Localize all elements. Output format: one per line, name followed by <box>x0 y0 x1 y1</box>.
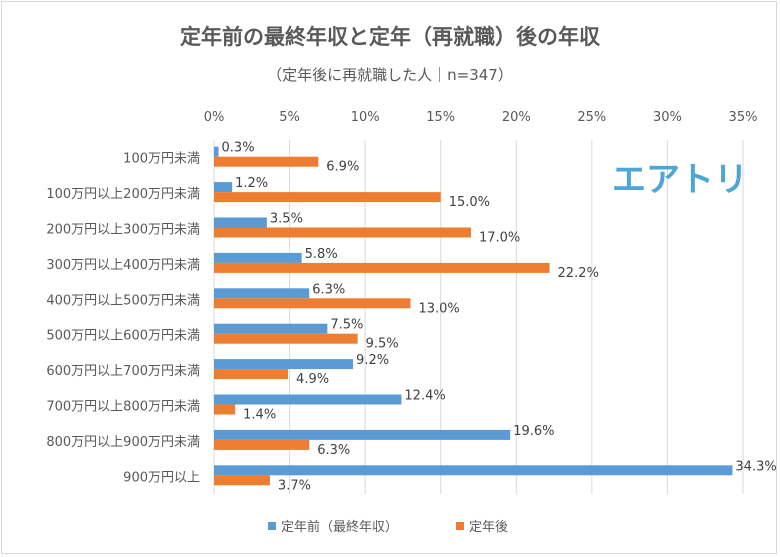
bar-before <box>214 217 267 228</box>
bar-before <box>214 323 328 334</box>
data-label: 22.2% <box>558 266 599 281</box>
bar-before <box>214 146 219 157</box>
category-label: 600万円以上700万円未満 <box>46 364 200 379</box>
category-label: 500万円以上600万円未満 <box>46 329 200 344</box>
category-label: 300万円以上400万円未満 <box>46 258 200 273</box>
bar-before <box>214 429 511 440</box>
legend-swatch <box>268 522 276 530</box>
bar-after <box>214 192 441 203</box>
x-tick-label: 0% <box>204 110 225 125</box>
data-label: 34.3% <box>735 459 776 474</box>
data-label: 6.9% <box>326 160 359 175</box>
x-tick-label: 20% <box>502 110 531 125</box>
bar-after <box>214 404 236 415</box>
data-label: 1.4% <box>243 408 276 423</box>
data-label: 5.8% <box>305 247 338 262</box>
category-label: 100万円以上200万円未満 <box>46 187 200 202</box>
bar-before <box>214 465 733 476</box>
legend-label: 定年前（最終年収） <box>281 519 398 535</box>
data-label: 9.5% <box>366 337 399 352</box>
chart-subtitle: （定年後に再就職した人｜n=347） <box>267 66 513 84</box>
bar-after <box>214 369 289 380</box>
data-label: 9.2% <box>356 353 389 368</box>
bar-before <box>214 252 302 263</box>
data-label: 6.3% <box>317 443 350 458</box>
bar-after <box>214 156 319 167</box>
legend-label: 定年後 <box>469 520 508 535</box>
bar-after <box>214 262 550 273</box>
data-label: 19.6% <box>513 424 554 439</box>
bar-before <box>214 182 233 193</box>
data-label: 3.7% <box>278 478 311 493</box>
x-tick-label: 30% <box>653 110 682 125</box>
x-tick-label: 5% <box>279 110 300 125</box>
bar-before <box>214 288 310 299</box>
data-label: 7.5% <box>330 318 363 333</box>
bar-after <box>214 298 411 309</box>
data-label: 6.3% <box>312 282 345 297</box>
data-label: 17.0% <box>479 231 520 246</box>
chart-title: 定年前の最終年収と定年（再就職）後の年収 <box>180 25 601 49</box>
x-tick-label: 15% <box>426 110 455 125</box>
data-label: 15.0% <box>449 195 490 210</box>
data-label: 4.9% <box>296 372 329 387</box>
category-label: 400万円以上500万円未満 <box>46 293 200 308</box>
bar-before <box>214 394 402 405</box>
category-label: 200万円以上300万円未満 <box>46 223 200 238</box>
x-tick-label: 25% <box>577 110 606 125</box>
x-tick-label: 35% <box>729 110 758 125</box>
category-label: 800万円以上900万円未満 <box>46 435 200 450</box>
data-label: 3.5% <box>270 212 303 227</box>
bar-after <box>214 333 358 344</box>
logo-airtrip: エアトリ <box>612 160 748 200</box>
data-label: 0.3% <box>222 141 255 156</box>
x-tick-label: 10% <box>351 110 380 125</box>
bar-after <box>214 439 310 450</box>
data-label: 1.2% <box>235 176 268 191</box>
category-label: 700万円以上800万円未満 <box>46 400 200 415</box>
data-label: 13.0% <box>418 301 459 316</box>
data-label: 12.4% <box>404 389 445 404</box>
bar-before <box>214 359 354 370</box>
bar-after <box>214 475 270 486</box>
bar-after <box>214 227 471 238</box>
legend-swatch <box>456 522 464 530</box>
category-label: 100万円未満 <box>123 152 200 167</box>
category-label: 900万円以上 <box>123 470 200 485</box>
